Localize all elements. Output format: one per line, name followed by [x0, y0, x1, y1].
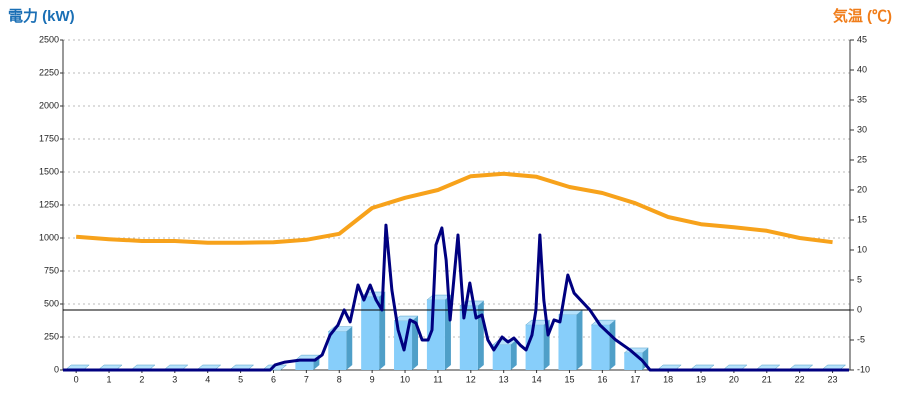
y2-tick-label: 20 [857, 184, 867, 194]
bar-side [379, 292, 386, 370]
x-tick-label: 2 [139, 374, 144, 384]
x-tick-label: 21 [762, 374, 772, 384]
bar [328, 331, 347, 370]
y-tick-label: 1250 [39, 199, 59, 209]
x-tick-label: 10 [400, 374, 410, 384]
x-tick-label: 5 [238, 374, 243, 384]
y2-tick-label: -5 [857, 334, 865, 344]
y2-tick-label: 40 [857, 64, 867, 74]
bar [591, 325, 610, 370]
y2-tick-label: 45 [857, 34, 867, 44]
x-tick-label: 18 [663, 374, 673, 384]
y-tick-label: 0 [54, 364, 59, 374]
bar-side [346, 326, 353, 370]
bar [361, 297, 380, 370]
bar [295, 360, 314, 370]
line-series [76, 171, 833, 245]
y2-tick-label: -10 [857, 364, 870, 374]
x-tick-label: 9 [370, 374, 375, 384]
y-tick-label: 750 [44, 265, 59, 275]
y2-tick-label: 35 [857, 94, 867, 104]
x-tick-label: 23 [828, 374, 838, 384]
x-tick-label: 6 [271, 374, 276, 384]
y2-tick-label: 15 [857, 214, 867, 224]
y-tick-label: 1500 [39, 166, 59, 176]
bar-side [412, 316, 419, 370]
bar-side [510, 339, 517, 370]
line-series [63, 223, 850, 372]
y2-tick-label: 25 [857, 154, 867, 164]
bar [459, 305, 478, 370]
x-tick-label: 17 [630, 374, 640, 384]
bar [558, 314, 577, 370]
x-tick-label: 1 [107, 374, 112, 384]
bar [492, 344, 511, 370]
y-tick-label: 2000 [39, 100, 59, 110]
y2-tick-label: 30 [857, 124, 867, 134]
x-tick-label: 20 [729, 374, 739, 384]
x-tick-label: 4 [205, 374, 210, 384]
x-tick-label: 12 [466, 374, 476, 384]
y-tick-label: 2250 [39, 67, 59, 77]
x-tick-label: 13 [499, 374, 509, 384]
y-axis-title: 電力 (kW) [8, 7, 75, 25]
x-tick-label: 0 [74, 374, 79, 384]
y-tick-label: 1750 [39, 133, 59, 143]
x-tick-label: 11 [433, 374, 442, 384]
x-tick-label: 19 [696, 374, 706, 384]
x-tick-label: 22 [795, 374, 805, 384]
y2-tick-label: 0 [857, 304, 862, 314]
bar-side [477, 300, 484, 370]
x-tick-label: 16 [597, 374, 607, 384]
y2-axis-title: 気温 (℃) [833, 7, 892, 25]
x-tick-label: 7 [304, 374, 309, 384]
x-tick-label: 3 [172, 374, 177, 384]
y2-tick-label: 10 [857, 244, 867, 254]
y-tick-label: 1000 [39, 232, 59, 242]
y2-tick-label: 5 [857, 274, 862, 284]
y-tick-label: 250 [44, 331, 59, 341]
x-tick-label: 8 [337, 374, 342, 384]
bar [624, 352, 643, 370]
bar-side [609, 320, 616, 370]
x-tick-label: 15 [564, 374, 574, 384]
bar-side [576, 309, 583, 370]
y-tick-label: 2500 [39, 34, 59, 44]
y-tick-label: 500 [44, 298, 59, 308]
x-tick-label: 14 [532, 374, 542, 384]
